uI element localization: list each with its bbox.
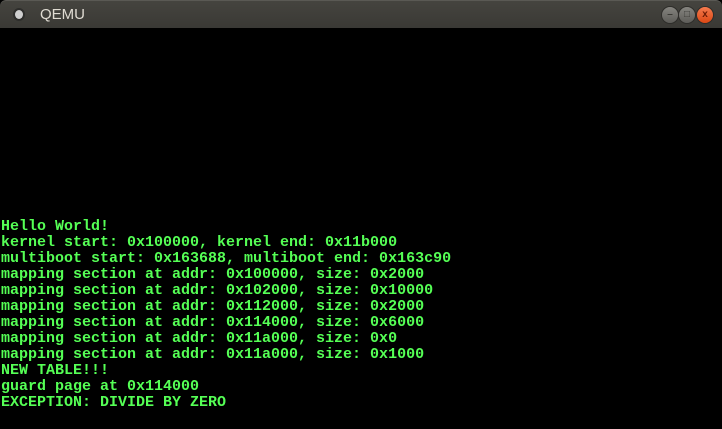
console-line: guard page at 0x114000: [1, 378, 200, 395]
close-button[interactable]: x: [697, 7, 713, 23]
minimize-button[interactable]: –: [662, 7, 678, 23]
console-line: mapping section at addr: 0x112000, size:…: [1, 298, 425, 315]
console-line: NEW TABLE!!!: [1, 362, 110, 379]
console-output: Hello World! kernel start: 0x100000, ker…: [1, 219, 451, 411]
maximize-button[interactable]: □: [679, 7, 695, 23]
window-title: QEMU: [40, 6, 85, 23]
console-line: mapping section at addr: 0x114000, size:…: [1, 314, 425, 331]
console-line: mapping section at addr: 0x11a000, size:…: [1, 346, 425, 363]
console-line: mapping section at addr: 0x100000, size:…: [1, 266, 425, 283]
console-line: mapping section at addr: 0x102000, size:…: [1, 282, 434, 299]
console-line: kernel start: 0x100000, kernel end: 0x11…: [1, 234, 398, 251]
qemu-app-icon: [15, 10, 23, 19]
console-line: Hello World!: [1, 218, 110, 235]
console-line: multiboot start: 0x163688, multiboot end…: [1, 250, 452, 267]
vm-display[interactable]: Hello World! kernel start: 0x100000, ker…: [0, 28, 722, 429]
console-line: mapping section at addr: 0x11a000, size:…: [1, 330, 398, 347]
console-line: EXCEPTION: DIVIDE BY ZERO: [1, 394, 227, 411]
window-titlebar[interactable]: QEMU – □ x: [0, 0, 722, 28]
